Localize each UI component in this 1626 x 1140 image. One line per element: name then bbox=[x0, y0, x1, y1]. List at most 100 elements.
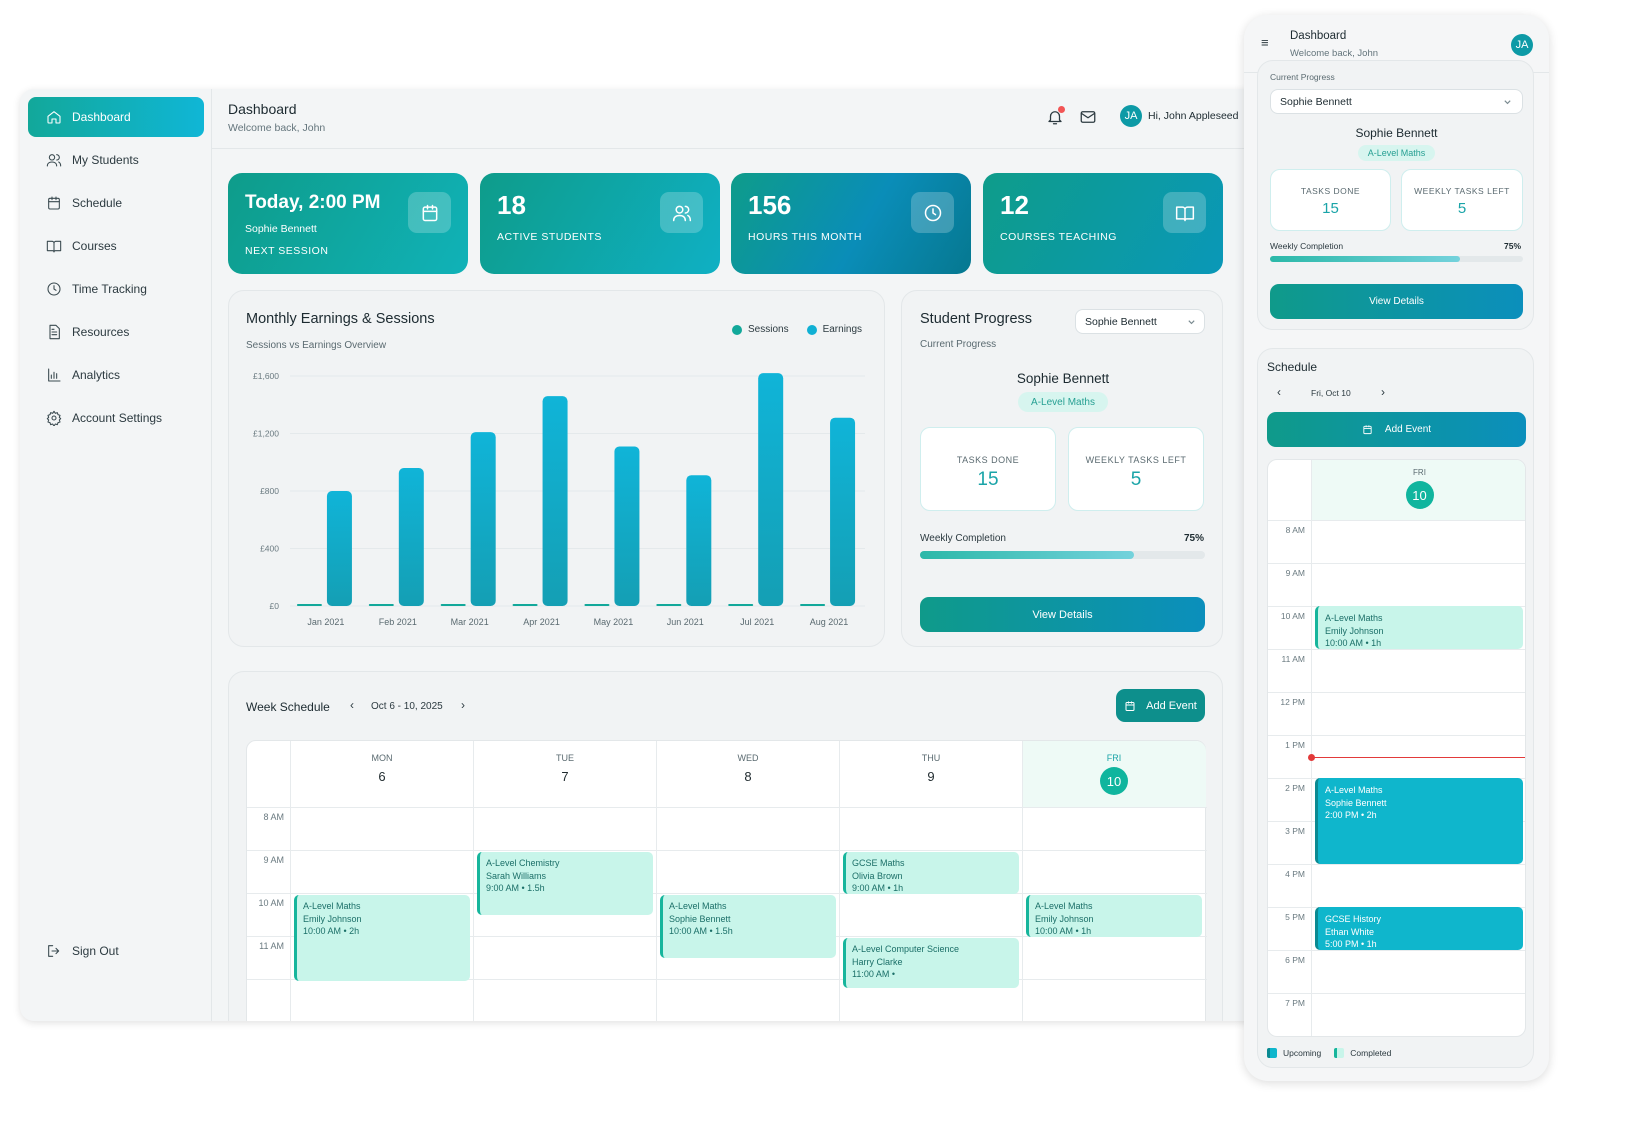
stat-card-hours[interactable]: 156 HOURS THIS MONTH bbox=[731, 173, 971, 274]
prev-day-button[interactable]: ‹ bbox=[1277, 385, 1281, 399]
notification-button[interactable] bbox=[1046, 106, 1065, 126]
event-card[interactable]: A-Level Maths Sophie Bennett 10:00 AM • … bbox=[660, 895, 836, 958]
sidebar-item-courses[interactable]: Courses bbox=[28, 226, 204, 266]
current-time-dot bbox=[1308, 754, 1315, 761]
sessions-bar bbox=[584, 604, 610, 606]
sidebar-item-account-settings[interactable]: Account Settings bbox=[28, 398, 204, 438]
time-label: 7 PM bbox=[1285, 998, 1305, 1008]
grid-line bbox=[1268, 993, 1525, 994]
event-time: 10:00 AM • 1.5h bbox=[669, 926, 733, 936]
completion-label: Weekly Completion bbox=[1270, 241, 1344, 251]
grid-line bbox=[1268, 735, 1525, 736]
next-week-button[interactable]: › bbox=[461, 698, 465, 712]
stat-label: HOURS THIS MONTH bbox=[748, 231, 862, 243]
gear-icon bbox=[46, 410, 62, 426]
event-course: A-Level Chemistry bbox=[486, 858, 560, 868]
stat-icon-box bbox=[408, 192, 451, 233]
menu-button[interactable]: ≡ bbox=[1261, 35, 1269, 50]
stat-icon-box bbox=[660, 192, 703, 233]
sidebar-item-dashboard[interactable]: Dashboard bbox=[28, 97, 204, 137]
weekly-tasks-left-card: WEEKLY TASKS LEFT 5 bbox=[1068, 427, 1204, 511]
home-icon bbox=[47, 111, 61, 124]
course-tag: A-Level Maths bbox=[1358, 145, 1435, 161]
weekly-tasks-left-card: WEEKLY TASKS LEFT 5 bbox=[1401, 169, 1523, 231]
legend-swatch-completed bbox=[1334, 1048, 1345, 1058]
grid-vline bbox=[1311, 460, 1312, 1036]
event-card[interactable]: A-Level Maths Emily Johnson 10:00 AM • 1… bbox=[1026, 895, 1202, 937]
time-label: 10 AM bbox=[1280, 611, 1305, 621]
user-menu[interactable]: JA Hi, John Appleseed bbox=[1120, 105, 1238, 127]
prev-week-button[interactable]: ‹ bbox=[350, 698, 354, 712]
calendar-icon bbox=[422, 204, 437, 221]
event-card[interactable]: A-Level Chemistry Sarah Williams 9:00 AM… bbox=[477, 852, 653, 915]
avatar[interactable]: JA bbox=[1511, 34, 1533, 56]
sessions-bar bbox=[656, 604, 682, 606]
sign-out-icon bbox=[48, 945, 60, 957]
sidebar-item-analytics[interactable]: Analytics bbox=[28, 355, 204, 395]
sidebar-item-label: My Students bbox=[72, 153, 139, 167]
x-tick-label: Aug 2021 bbox=[810, 617, 849, 627]
chevron-down-icon bbox=[1188, 320, 1195, 325]
progress-subtitle: Current Progress bbox=[1270, 72, 1335, 82]
tasks-done-label: TASKS DONE bbox=[956, 455, 1020, 465]
main-header: Dashboard Welcome back, John JA Hi, John… bbox=[212, 89, 1297, 149]
event-time: 10:00 AM • 2h bbox=[303, 926, 360, 936]
schedule-date: Fri, Oct 10 bbox=[1311, 388, 1351, 398]
grid-line bbox=[1268, 864, 1525, 865]
chart-subtitle: Sessions vs Earnings Overview bbox=[246, 340, 387, 351]
next-day-button[interactable]: › bbox=[1381, 385, 1385, 399]
student-select[interactable]: Sophie Bennett bbox=[1270, 89, 1523, 114]
chart-title: Monthly Earnings & Sessions bbox=[246, 311, 435, 327]
student-name: Sophie Bennett bbox=[1016, 371, 1110, 386]
event-time: 2:00 PM • 2h bbox=[1325, 810, 1377, 820]
event-card[interactable]: GCSE Maths Olivia Brown 9:00 AM • 1h bbox=[843, 852, 1019, 894]
sidebar-item-resources[interactable]: Resources bbox=[28, 312, 204, 352]
event-course: A-Level Maths bbox=[303, 901, 361, 911]
student-select[interactable]: Sophie Bennett bbox=[1075, 309, 1205, 334]
current-time-line bbox=[1312, 757, 1525, 758]
book-icon bbox=[1175, 205, 1194, 221]
today-badge: 10 bbox=[1100, 767, 1128, 795]
sidebar-item-time-tracking[interactable]: Time Tracking bbox=[28, 269, 204, 309]
x-tick-label: Jun 2021 bbox=[667, 617, 704, 627]
sidebar-item-label: Analytics bbox=[72, 368, 121, 382]
event-course: GCSE Maths bbox=[852, 858, 905, 868]
sidebar-item-my-students[interactable]: My Students bbox=[28, 140, 204, 180]
view-details-button[interactable]: View Details bbox=[920, 597, 1205, 632]
time-label: 11 AM bbox=[259, 941, 284, 951]
calendar-icon bbox=[1363, 425, 1372, 435]
event-card[interactable]: A-Level Computer Science Harry Clarke 11… bbox=[843, 938, 1019, 988]
tasks-done-card: TASKS DONE 15 bbox=[920, 427, 1056, 511]
time-label: 9 AM bbox=[263, 855, 284, 865]
event-card[interactable]: A-Level Maths Emily Johnson 10:00 AM • 1… bbox=[1315, 606, 1523, 649]
sessions-bar bbox=[728, 604, 754, 606]
event-card[interactable]: GCSE History Ethan White 5:00 PM • 1h bbox=[1315, 907, 1523, 950]
day-header-wed: WED 8 bbox=[657, 753, 839, 784]
sidebar-item-schedule[interactable]: Schedule bbox=[28, 183, 204, 223]
event-card[interactable]: A-Level Maths Emily Johnson 10:00 AM • 2… bbox=[294, 895, 470, 981]
y-tick-label: £1,600 bbox=[253, 371, 279, 381]
sidebar-item-label: Courses bbox=[72, 239, 117, 253]
stat-card-next-session[interactable]: Today, 2:00 PM Sophie Bennett NEXT SESSI… bbox=[228, 173, 468, 274]
sign-out-button[interactable]: Sign Out bbox=[28, 931, 204, 971]
grid-vline bbox=[839, 741, 840, 1021]
tasks-done-label: TASKS DONE bbox=[1300, 186, 1361, 196]
stat-icon-box bbox=[911, 192, 954, 233]
event-course: A-Level Maths bbox=[1325, 785, 1383, 795]
stat-card-courses[interactable]: 12 COURSES TEACHING bbox=[983, 173, 1223, 274]
day-of-week: WED bbox=[737, 753, 759, 763]
day-of-week: THU bbox=[921, 753, 941, 763]
student-name: Sophie Bennett bbox=[1355, 126, 1438, 140]
progress-title: Student Progress bbox=[920, 311, 1033, 327]
view-details-button[interactable]: View Details bbox=[1270, 284, 1523, 319]
time-label: 12 PM bbox=[1280, 697, 1305, 707]
users-icon bbox=[672, 205, 691, 221]
add-event-button[interactable]: Add Event bbox=[1267, 412, 1526, 447]
book-icon bbox=[46, 240, 62, 253]
add-event-button[interactable]: Add Event bbox=[1116, 689, 1205, 722]
stat-card-active-students[interactable]: 18 ACTIVE STUDENTS bbox=[480, 173, 720, 274]
messages-button[interactable] bbox=[1079, 108, 1097, 126]
event-card[interactable]: A-Level Maths Sophie Bennett 2:00 PM • 2… bbox=[1315, 778, 1523, 864]
avatar: JA bbox=[1120, 105, 1142, 127]
sidebar-item-label: Dashboard bbox=[72, 110, 131, 124]
